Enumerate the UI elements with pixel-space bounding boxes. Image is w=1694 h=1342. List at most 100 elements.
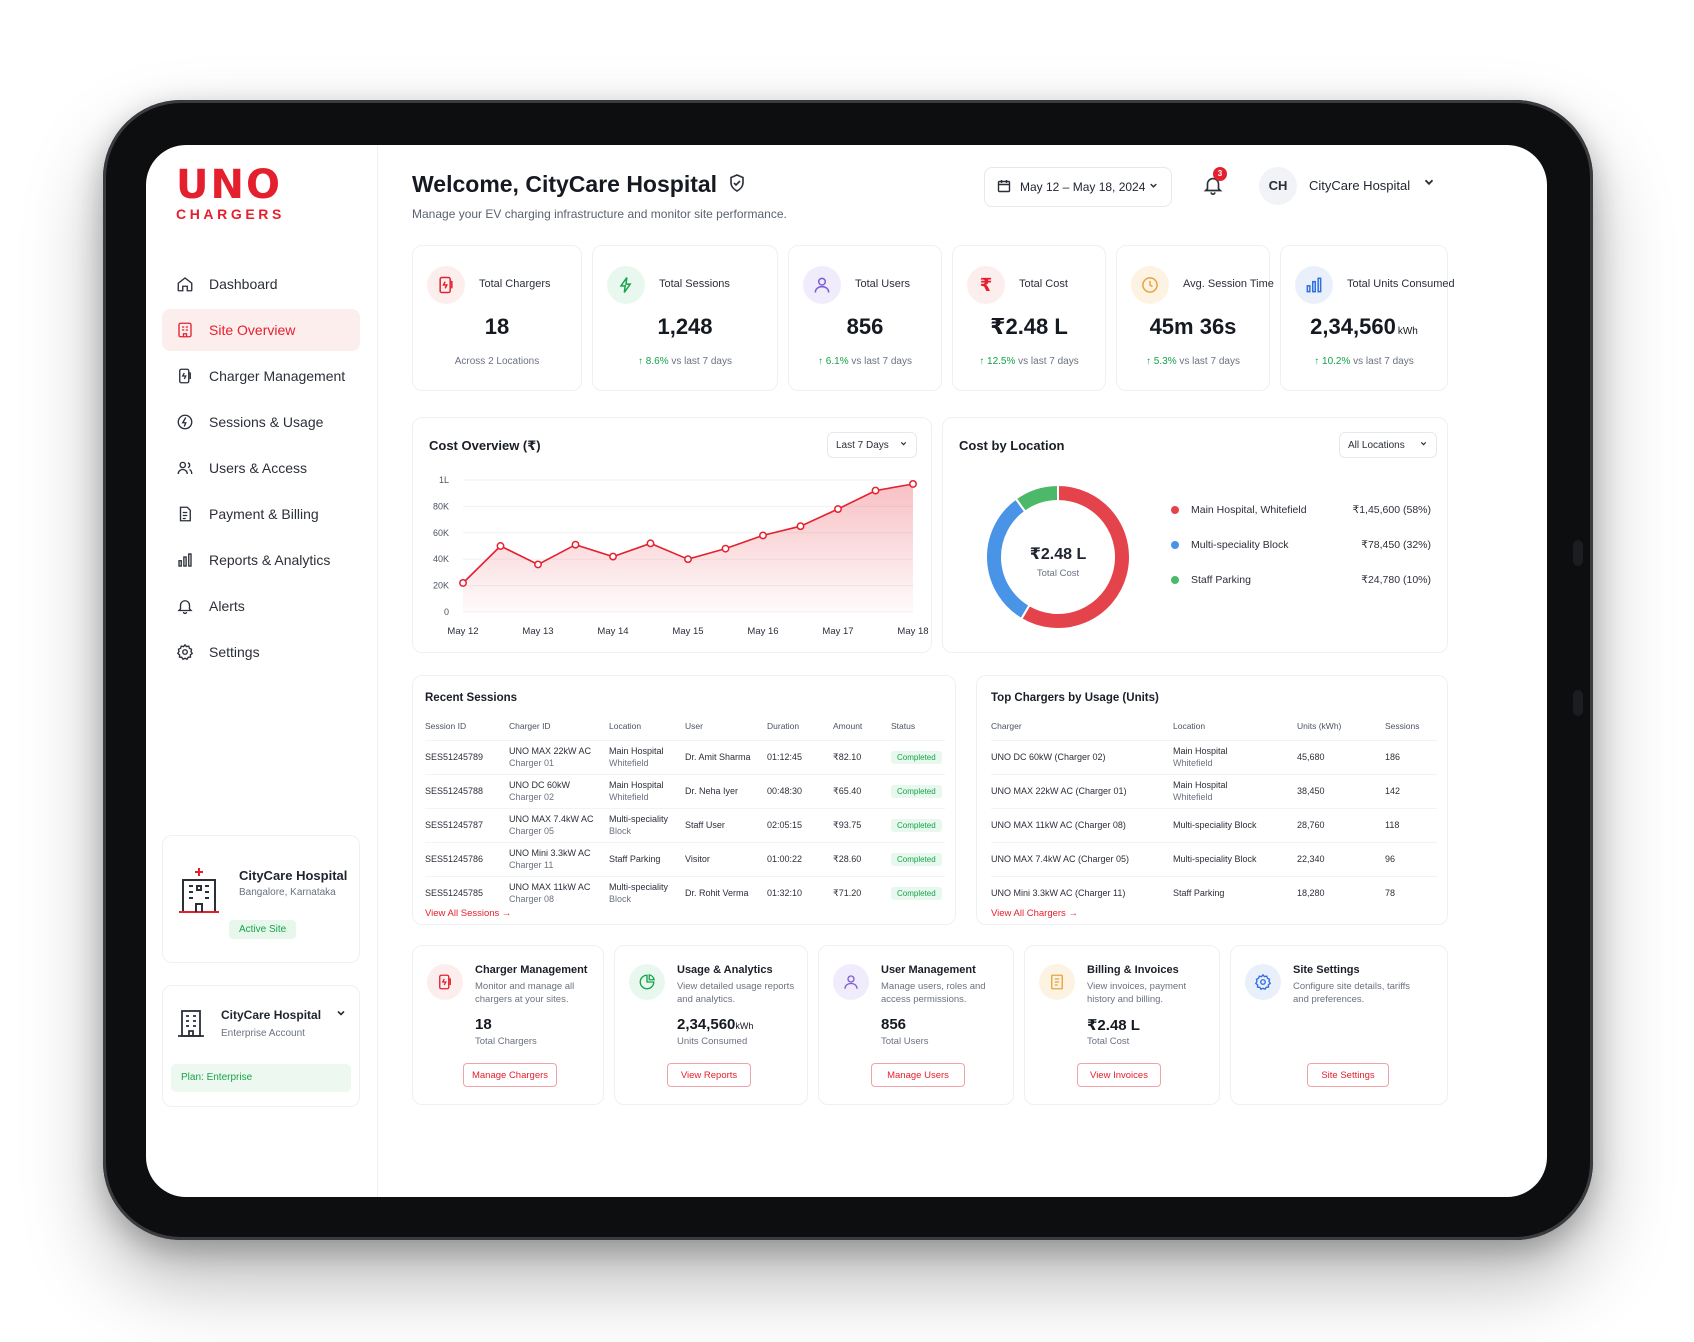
kpi-card-total-units[interactable]: Total Units Consumed 2,34,560 kWh ↑ 10.2%… xyxy=(1280,245,1455,391)
data-point xyxy=(834,505,842,513)
sidebar-item-sessions-usage[interactable]: Sessions & Usage xyxy=(162,401,360,443)
site-icon xyxy=(174,319,196,341)
location-cell: Multi-speciality Block xyxy=(609,807,685,842)
view-reports-button[interactable]: View Reports xyxy=(667,1063,751,1087)
kpi-card-total-users[interactable]: Total Users 856 ↑ 6.1% vs last 7 days xyxy=(788,245,942,391)
view-all-sessions-link[interactable]: View All Sessions → xyxy=(425,908,512,919)
status-badge: Completed xyxy=(891,750,942,764)
cost-by-location-panel: Cost by Location All Locations ₹2.48 L T… xyxy=(942,417,1448,653)
sidebar-item-site-overview[interactable]: Site Overview xyxy=(162,309,360,351)
sessions-cell: 96 xyxy=(1385,841,1437,876)
legend-swatch xyxy=(1171,506,1179,514)
kpi-label: Total Chargers xyxy=(479,278,551,290)
sidebar-item-settings[interactable]: Settings xyxy=(162,631,360,673)
charger-cell: UNO Mini 3.3kW AC (Charger 11) xyxy=(991,875,1173,910)
arrow-right-icon: → xyxy=(501,908,512,919)
kpi-value: 2,34,560 kWh xyxy=(1310,314,1418,339)
card-description: Monitor and manage all chargers at your … xyxy=(475,981,575,1005)
sidebar-item-label: Sessions & Usage xyxy=(209,414,324,430)
table-row[interactable]: UNO MAX 7.4kW AC (Charger 05) Multi-speci… xyxy=(991,841,1437,876)
x-tick-label: May 16 xyxy=(747,626,778,637)
lightning-icon xyxy=(607,266,645,304)
kpi-footnote: ↑ 5.3% vs last 7 days xyxy=(1146,356,1240,367)
session-id: SES51245785 xyxy=(425,875,509,910)
kpi-card-total-cost[interactable]: ₹ Total Cost ₹2.48 L ↑ 12.5% vs last 7 d… xyxy=(952,245,1106,391)
legend-item: Main Hospital, Whitefield ₹1,45,600 (58%) xyxy=(1171,504,1431,516)
card-value: 2,34,560kWh xyxy=(677,1016,754,1033)
account-switcher[interactable]: CityCare Hospital Enterprise Account Pla… xyxy=(162,985,360,1107)
kpi-footnote: ↑ 6.1% vs last 7 days xyxy=(818,356,912,367)
quick-card-billing-invoices: Billing & Invoices View invoices, paymen… xyxy=(1024,945,1220,1105)
donut-slice[interactable] xyxy=(1014,483,1059,514)
charger-cell: UNO DC 60kW (Charger 02) xyxy=(991,739,1173,774)
brand-logo[interactable]: UNO CHARGERS xyxy=(176,165,285,222)
sidebar-nav: Dashboard Site Overview Charger Manageme… xyxy=(162,263,360,677)
x-tick-label: May 18 xyxy=(897,626,928,637)
charger-icon xyxy=(174,365,196,387)
table-row[interactable]: SES51245789 UNO MAX 22kW AC Charger 01 Main… xyxy=(425,739,945,774)
trend-up-icon: ↑ xyxy=(818,356,824,367)
view-invoices-button[interactable]: View Invoices xyxy=(1077,1063,1161,1087)
units-cell: 22,340 xyxy=(1297,841,1385,876)
sessions-cell: 118 xyxy=(1385,807,1437,842)
site-card[interactable]: CityCare Hospital Bangalore, Karnataka A… xyxy=(162,835,360,963)
location-cell: Staff Parking xyxy=(609,841,685,876)
period-select[interactable]: Last 7 Days xyxy=(827,432,917,458)
status-badge: Active Site xyxy=(229,920,297,939)
sidebar-item-dashboard[interactable]: Dashboard xyxy=(162,263,360,305)
verified-shield-icon xyxy=(729,171,745,198)
data-point xyxy=(909,480,917,488)
sidebar-item-charger-management[interactable]: Charger Management xyxy=(162,355,360,397)
kpi-label: Total Users xyxy=(855,278,911,290)
sessions-cell: 142 xyxy=(1385,773,1437,808)
charger-cell: UNO MAX 7.4kW AC Charger 05 xyxy=(509,807,609,842)
manage-users-button[interactable]: Manage Users xyxy=(871,1063,965,1087)
table-row[interactable]: SES51245785 UNO MAX 11kW AC Charger 08 Mult… xyxy=(425,875,945,910)
charger-icon xyxy=(427,266,465,304)
view-all-chargers-link[interactable]: View All Chargers → xyxy=(991,908,1078,919)
user-cell: Dr. Rohit Verma xyxy=(685,875,767,910)
rupee-icon: ₹ xyxy=(967,266,1005,304)
avatar[interactable]: CH xyxy=(1259,167,1297,205)
kpi-card-avg-session-time[interactable]: Avg. Session Time 45m 36s ↑ 5.3% vs last… xyxy=(1116,245,1274,391)
table-row[interactable]: SES51245788 UNO DC 60kW Charger 02 Main Hos… xyxy=(425,773,945,808)
account-type: Enterprise Account xyxy=(221,1028,305,1039)
notifications-button[interactable]: 3 xyxy=(1202,167,1227,202)
kpi-change: 8.6% xyxy=(645,356,669,367)
user-cell: Dr. Amit Sharma xyxy=(685,739,767,774)
table-row[interactable]: SES51245787 UNO MAX 7.4kW AC Charger 05 Mul… xyxy=(425,807,945,842)
kpi-value: ₹2.48 L xyxy=(990,314,1068,339)
location-select[interactable]: All Locations xyxy=(1339,432,1437,458)
y-tick-label: 40K xyxy=(433,554,449,564)
table-row[interactable]: UNO MAX 11kW AC (Charger 08) Multi-specia… xyxy=(991,807,1437,842)
chevron-down-icon[interactable] xyxy=(335,1006,347,1024)
sidebar-item-alerts[interactable]: Alerts xyxy=(162,585,360,627)
table-row[interactable]: UNO Mini 3.3kW AC (Charger 11) Staff Park… xyxy=(991,875,1437,910)
trend-up-icon: ↑ xyxy=(638,356,644,367)
logo-subtitle: CHARGERS xyxy=(176,206,285,222)
x-tick-label: May 14 xyxy=(597,626,628,637)
table-row[interactable]: SES51245786 UNO Mini 3.3kW AC Charger 11 St… xyxy=(425,841,945,876)
card-description: View invoices, payment history and billi… xyxy=(1087,981,1187,1005)
sidebar-item-payment-billing[interactable]: Payment & Billing xyxy=(162,493,360,535)
date-range-picker[interactable]: May 12 – May 18, 2024 xyxy=(984,167,1172,207)
x-tick-label: May 17 xyxy=(822,626,853,637)
user-name[interactable]: CityCare Hospital xyxy=(1309,178,1411,193)
status-badge: Completed xyxy=(891,886,942,900)
units-cell: 45,680 xyxy=(1297,739,1385,774)
cost-line-chart: 0 20K 40K 60K 80K 1L May 12 May 13 May 14 May 15 M… xyxy=(433,475,929,637)
site-settings-button[interactable]: Site Settings xyxy=(1307,1063,1389,1087)
kpi-card-total-chargers[interactable]: Total Chargers 18 Across 2 Locations xyxy=(412,245,582,391)
table-row[interactable]: UNO DC 60kW (Charger 02) Main Hospital Whi… xyxy=(991,739,1437,774)
sidebar-item-reports-analytics[interactable]: Reports & Analytics xyxy=(162,539,360,581)
x-tick-label: May 12 xyxy=(447,626,478,637)
table-row[interactable]: UNO MAX 22kW AC (Charger 01) Main Hospita… xyxy=(991,773,1437,808)
chevron-down-icon[interactable] xyxy=(1422,175,1436,194)
sidebar-item-label: Dashboard xyxy=(209,276,278,292)
data-point xyxy=(796,522,805,531)
amount-cell: ₹28.60 xyxy=(833,841,891,876)
kpi-card-total-sessions[interactable]: Total Sessions 1,248 ↑ 8.6% vs last 7 da… xyxy=(592,245,778,391)
series-area xyxy=(463,484,913,612)
manage-chargers-button[interactable]: Manage Chargers xyxy=(463,1063,557,1087)
sidebar-item-users-access[interactable]: Users & Access xyxy=(162,447,360,489)
